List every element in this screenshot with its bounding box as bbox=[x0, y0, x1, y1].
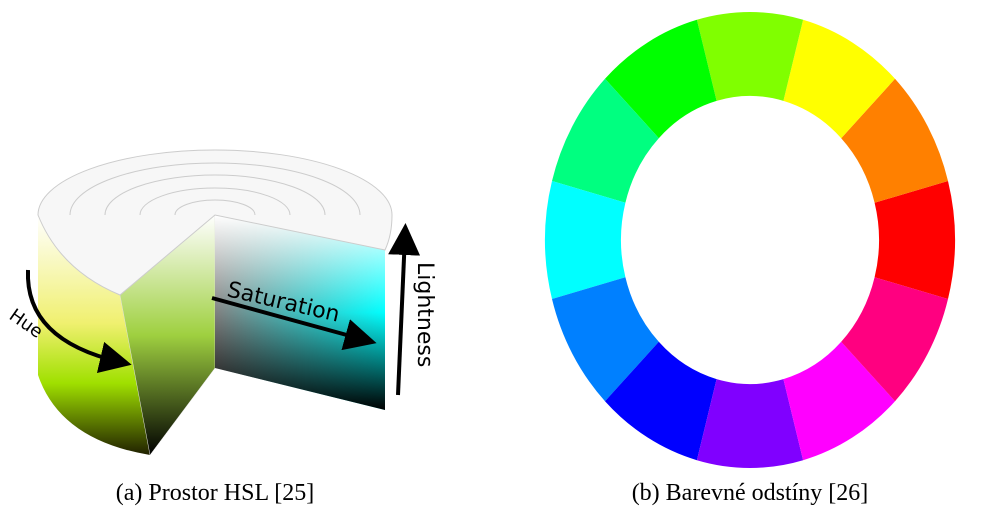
lightness-label: Lightness bbox=[412, 262, 437, 367]
caption: (b) Barevné odstíny [26] bbox=[632, 480, 869, 506]
figure: Hue Saturation Lightness (a) Prostor HSL… bbox=[0, 0, 994, 518]
hue-wheel bbox=[545, 12, 955, 468]
caption: (a) Prostor HSL [25] bbox=[116, 480, 314, 506]
lightness-arrow bbox=[398, 235, 405, 395]
page: {"figures": [ {"caption": "(a) Prostor H… bbox=[0, 0, 994, 518]
